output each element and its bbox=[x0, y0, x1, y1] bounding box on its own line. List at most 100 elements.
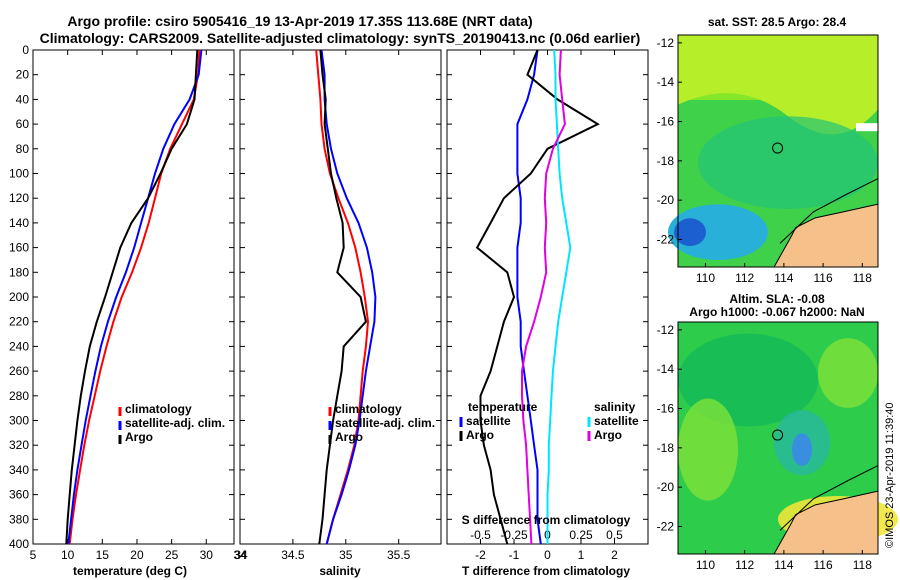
lon-tick-label: 118 bbox=[853, 271, 872, 285]
salinity-legend: climatology satellite-adj. clim. Argo bbox=[328, 402, 435, 444]
salinity-plot-frame bbox=[239, 49, 442, 545]
y-tick-label: 0 bbox=[22, 43, 29, 57]
series-satellite-adj-clim- bbox=[320, 49, 377, 545]
y-tick-label: 340 bbox=[9, 463, 29, 477]
imos-credit: ©IMOS 23-Apr-2019 11:39:40 bbox=[884, 403, 896, 548]
sst-map-title: sat. SST: 28.5 Argo: 28.4 bbox=[708, 15, 847, 29]
salinity-axis: 34 34.5 35 35.5 bbox=[233, 49, 441, 562]
lat-tick-label: -20 bbox=[657, 193, 675, 207]
legend-s-argo-label: Argo bbox=[594, 428, 622, 442]
legend-temperature-title: temperature bbox=[468, 400, 538, 414]
s-difference-axis: -0.5 -0.25 0 0.25 0.5 bbox=[470, 528, 623, 542]
figure-title-line2: Climatology: CARS2009. Satellite-adjuste… bbox=[40, 30, 641, 46]
x-tick-label: 15 bbox=[96, 548, 110, 562]
y-tick-label: 200 bbox=[9, 290, 29, 304]
y-tick-label: 360 bbox=[9, 488, 29, 502]
sst-map-frame bbox=[677, 34, 879, 268]
y-tick-label: 300 bbox=[9, 414, 29, 428]
temperature-axis: 5 10 15 20 25 3002040608010012014016018020022… bbox=[9, 43, 248, 562]
x-tick-label: -1 bbox=[509, 548, 520, 562]
y-tick-label: 80 bbox=[16, 142, 30, 156]
lat-tick-label: -16 bbox=[657, 115, 675, 129]
t-difference-axis: -2 -1 0 1 2 bbox=[447, 49, 648, 562]
temperature-panel: 5 10 15 20 25 3002040608010012014016018020022… bbox=[9, 43, 248, 578]
lon-tick-label: 118 bbox=[853, 558, 872, 572]
difference-plot-frame bbox=[446, 49, 649, 545]
lat-tick-label: -18 bbox=[657, 154, 675, 168]
lat-tick-label: -20 bbox=[657, 480, 675, 494]
y-tick-label: 280 bbox=[9, 389, 29, 403]
sst-field bbox=[668, 35, 879, 268]
lat-tick-label: -22 bbox=[657, 519, 675, 533]
y-tick-label: 20 bbox=[16, 68, 30, 82]
series-temperature-satellite bbox=[516, 49, 542, 545]
y-tick-label: 140 bbox=[9, 216, 29, 230]
y-tick-label: 100 bbox=[9, 167, 29, 181]
y-tick-label: 60 bbox=[16, 117, 30, 131]
argo-position-marker bbox=[772, 142, 784, 154]
lat-tick-label: -12 bbox=[657, 323, 675, 337]
y-tick-label: 180 bbox=[9, 265, 29, 279]
x-tick-label: 20 bbox=[130, 548, 144, 562]
x-tick-label: 5 bbox=[30, 548, 37, 562]
lat-tick-label: -22 bbox=[657, 232, 675, 246]
sla-map-title-line1: Altim. SLA: -0.08 bbox=[729, 292, 825, 306]
lat-tick-label: -12 bbox=[657, 36, 675, 50]
x-tick-label: 34 bbox=[234, 548, 248, 562]
x-tick-label: 34.5 bbox=[281, 548, 305, 562]
lon-tick-label: 114 bbox=[774, 558, 793, 572]
series-climatology bbox=[68, 49, 201, 545]
series-argo bbox=[318, 49, 367, 545]
legend-satellite-adj-label: satellite-adj. clim. bbox=[125, 416, 225, 430]
y-tick-label: 240 bbox=[9, 339, 29, 353]
sla-field bbox=[678, 322, 898, 555]
y-tick-label: 260 bbox=[9, 364, 29, 378]
x-tick-label: 2 bbox=[611, 548, 618, 562]
lon-tick-label: 110 bbox=[696, 271, 715, 285]
bathymetry-contour bbox=[779, 178, 879, 244]
series-salinity-argo bbox=[521, 49, 566, 545]
sla-map-frame bbox=[677, 321, 879, 555]
sst-map: 110 112 114 116 118 -12 -14 -16 -18 -20 -22 bbox=[657, 34, 879, 285]
s-tick-label: -0.5 bbox=[470, 528, 491, 542]
s-tick-label: 0.5 bbox=[606, 528, 623, 542]
lat-tick-label: -14 bbox=[657, 75, 675, 89]
salinity-series bbox=[315, 49, 377, 545]
x-tick-label: 0 bbox=[544, 548, 551, 562]
sst-map-panel: sat. SST: 28.5 Argo: 28.4 110 112 114 116 11… bbox=[657, 15, 879, 285]
temperature-legend: climatology satellite-adj. clim. Argo bbox=[118, 402, 225, 444]
s-difference-axis-label: S difference from climatology bbox=[462, 513, 631, 527]
sla-map-panel: Altim. SLA: -0.08 Argo h1000: -0.067 h20… bbox=[657, 292, 898, 572]
x-tick-label: 25 bbox=[165, 548, 179, 562]
sla-map: 110 112 114 116 118 -12 -14 -16 -18 -20 -22 bbox=[657, 321, 898, 572]
legend-t-satellite-label: satellite bbox=[466, 414, 511, 428]
salinity-axis-label: salinity bbox=[319, 564, 361, 578]
argo-position-marker bbox=[772, 429, 784, 441]
lon-tick-label: 112 bbox=[735, 271, 754, 285]
legend-argo-label: Argo bbox=[125, 430, 153, 444]
legend-satellite-adj-label: satellite-adj. clim. bbox=[335, 416, 435, 430]
temperature-axis-label: temperature (deg C) bbox=[73, 564, 187, 578]
t-difference-axis-label: T difference from climatology bbox=[462, 564, 630, 578]
legend-climatology-label: climatology bbox=[335, 402, 402, 416]
y-tick-label: 220 bbox=[9, 315, 29, 329]
y-tick-label: 400 bbox=[9, 537, 29, 551]
lon-tick-label: 116 bbox=[814, 271, 833, 285]
x-tick-label: 35 bbox=[339, 548, 353, 562]
s-tick-label: -0.25 bbox=[500, 528, 528, 542]
bathymetry-contour bbox=[779, 465, 879, 531]
y-tick-label: 40 bbox=[16, 92, 30, 106]
y-tick-label: 320 bbox=[9, 438, 29, 452]
series-satellite-adj-clim- bbox=[67, 49, 203, 545]
x-tick-label: 35.5 bbox=[387, 548, 411, 562]
lon-tick-label: 114 bbox=[774, 271, 793, 285]
temperature-series bbox=[65, 49, 203, 545]
s-tick-label: 0.25 bbox=[569, 528, 593, 542]
legend-climatology-label: climatology bbox=[125, 402, 192, 416]
lat-tick-label: -18 bbox=[657, 441, 675, 455]
lon-tick-label: 116 bbox=[814, 558, 833, 572]
difference-series bbox=[475, 49, 600, 545]
series-temperature-argo bbox=[475, 49, 600, 545]
temperature-plot-frame bbox=[32, 49, 235, 545]
